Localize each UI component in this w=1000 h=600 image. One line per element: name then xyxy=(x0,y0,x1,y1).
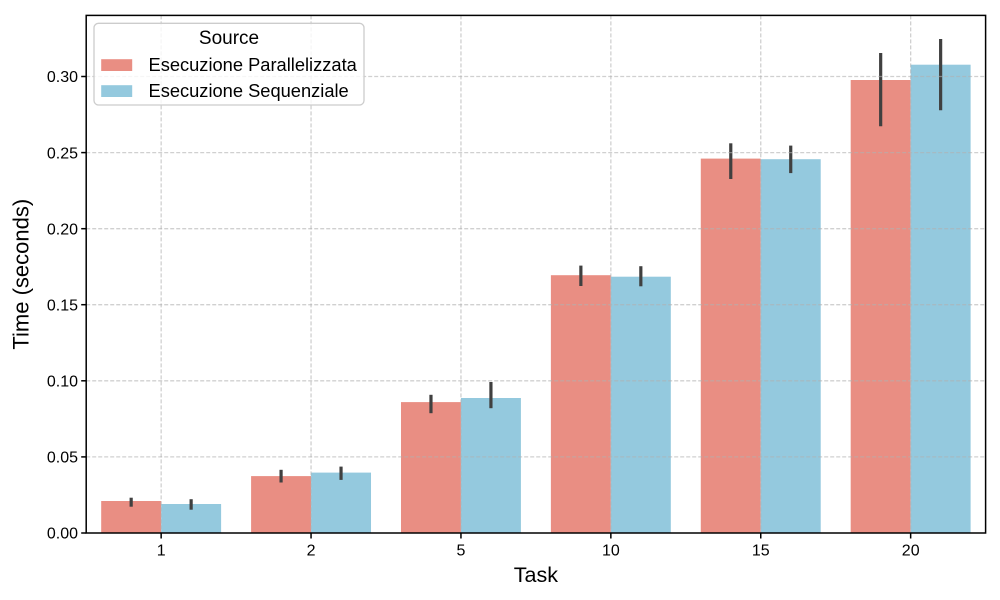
svg-text:0.10: 0.10 xyxy=(47,374,78,391)
svg-text:Esecuzione Sequenziale: Esecuzione Sequenziale xyxy=(149,80,349,101)
svg-text:Task: Task xyxy=(514,563,558,587)
svg-text:Source: Source xyxy=(199,28,259,49)
svg-text:0.05: 0.05 xyxy=(47,450,78,467)
svg-text:0.20: 0.20 xyxy=(47,221,78,238)
svg-text:20: 20 xyxy=(902,543,920,560)
svg-text:Time (seconds): Time (seconds) xyxy=(9,199,34,350)
svg-text:5: 5 xyxy=(456,543,465,560)
svg-text:0.30: 0.30 xyxy=(47,69,78,86)
svg-text:2: 2 xyxy=(307,543,316,560)
svg-text:Esecuzione Parallelizzata: Esecuzione Parallelizzata xyxy=(149,54,358,75)
svg-text:0.25: 0.25 xyxy=(47,145,78,162)
svg-text:15: 15 xyxy=(752,543,770,560)
svg-text:0.00: 0.00 xyxy=(47,526,78,543)
svg-text:10: 10 xyxy=(602,543,620,560)
svg-text:1: 1 xyxy=(157,543,166,560)
svg-text:0.15: 0.15 xyxy=(47,297,78,314)
